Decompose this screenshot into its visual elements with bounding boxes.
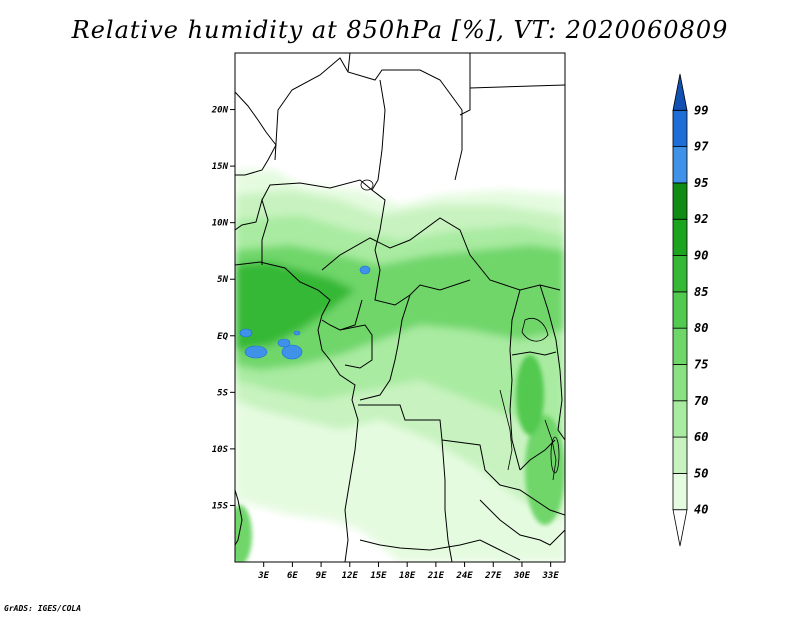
map-title: Relative humidity at 850hPa [%], VT: 202… [71,16,729,44]
y-tick-label: 15N [212,162,229,172]
x-tick-label: 3E [257,571,269,581]
colorbar-label: 97 [694,140,709,154]
colorbar-label: 85 [694,285,708,299]
x-tick-label: 21E [427,571,445,581]
colorbar-label: 80 [694,321,708,335]
y-tick-label: 10N [212,219,229,229]
colorbar-swatch [672,291,688,329]
rh-region-97-patches [239,265,371,360]
x-tick-label: 27E [484,571,502,581]
colorbar-swatch [672,182,688,220]
colorbar-swatch [672,109,688,148]
y-tick-label: 15S [212,501,229,511]
colorbar-label: 75 [694,357,708,371]
colorbar-label: 99 [694,103,708,117]
y-tick-label: 5N [217,275,228,285]
colorbar-label: 60 [694,430,708,444]
x-tick-label: 12E [342,571,359,581]
rh-region-80-southwest [235,505,252,562]
colorbar-label: 95 [694,176,708,190]
colorbar-swatch [672,364,688,402]
country-borders [235,53,565,562]
colorbar-swatch [672,509,688,547]
colorbar-swatch [672,327,688,365]
colorbar-label: 50 [694,466,708,480]
colorbar: 40 50 60 70 75 80 85 90 92 95 97 99 [672,73,709,547]
y-tick-label: EQ [217,332,228,342]
x-tick-label: 24E [455,571,473,581]
y-tick-label: 10S [212,445,229,455]
x-tick-label: 9E [316,571,327,581]
colorbar-swatch [672,255,688,293]
colorbar-label: 92 [694,212,708,226]
x-tick-label: 15E [370,571,387,581]
y-tick-label: 5S [217,388,228,398]
x-tick-label: 18E [399,571,416,581]
colorbar-label: 90 [694,249,708,263]
x-tick-label: 30E [513,571,531,581]
y-axis: 20N 15N 10N 5N EQ 5S 10S 15S [211,106,235,511]
lakes [360,179,560,481]
rh-region-90 [235,262,355,350]
map-frame [234,52,566,563]
colorbar-label: 70 [694,394,708,408]
colorbar-swatch [672,400,688,438]
colorbar-swatch [672,436,688,474]
rh-region-80-south [525,415,565,525]
rh-region-85-lakes [516,355,544,435]
colorbar-swatch [672,218,688,256]
grads-credit: GrADS: IGES/COLA [4,604,82,613]
colorbar-swatch [672,146,688,184]
x-tick-label: 6E [287,571,298,581]
x-tick-label: 33E [542,571,560,581]
colorbar-swatch [672,472,688,511]
colorbar-swatch [672,73,688,111]
colorbar-label: 40 [694,503,708,517]
y-tick-label: 20N [211,106,229,116]
x-axis: 3E 6E 9E 12E 15E 18E 21E 24E 27E 30E 33E [257,562,559,581]
